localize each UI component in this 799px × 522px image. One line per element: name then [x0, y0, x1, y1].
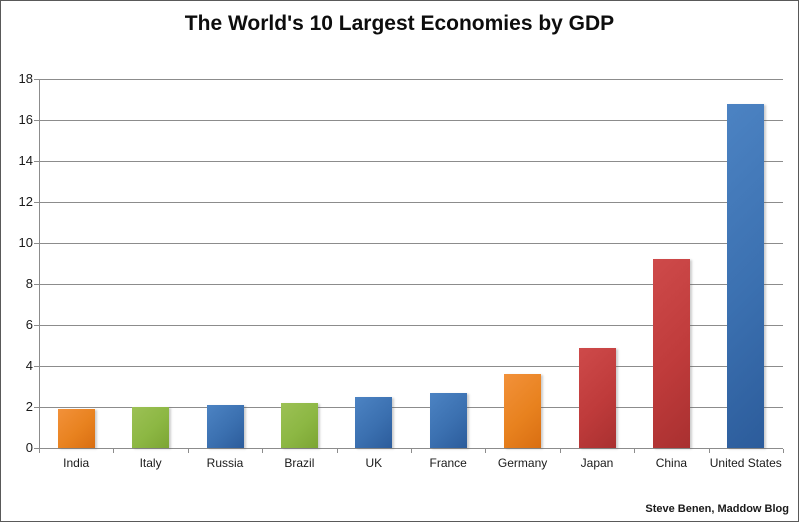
bar-united-states [727, 103, 765, 448]
y-axis-label-16: 16 [18, 112, 33, 127]
x-axis-tick-9 [708, 449, 710, 453]
x-axis-tick-6 [485, 449, 487, 453]
y-axis-tick-6 [34, 325, 39, 326]
x-axis-label-germany: Germany [497, 456, 548, 470]
gridline-y-12 [39, 202, 783, 203]
x-axis-tick-0 [39, 449, 40, 453]
attribution-credit: Steve Benen, Maddow Blog [645, 503, 789, 515]
y-axis-tick-8 [34, 284, 39, 285]
y-axis-label-0: 0 [25, 440, 33, 455]
gridline-y-10 [39, 243, 783, 244]
y-axis-label-4: 4 [25, 358, 33, 373]
y-axis-tick-4 [34, 366, 39, 367]
bar-brazil [280, 402, 318, 448]
x-axis-label-uk: UK [365, 456, 383, 470]
x-axis-tick-2 [187, 449, 189, 453]
x-axis-label-italy: Italy [139, 456, 162, 470]
y-axis-tick-16 [34, 120, 39, 121]
bar-france [429, 392, 467, 448]
x-axis-label-india: India [63, 456, 90, 470]
x-axis-tick-1 [113, 449, 115, 453]
gridline-y-8 [39, 284, 783, 285]
bar-uk [355, 396, 393, 448]
gridline-y-2 [39, 407, 783, 408]
x-axis-tick-5 [411, 449, 412, 453]
gridline-y-18 [39, 79, 783, 80]
chart-title: The World's 10 Largest Economies by GDP [184, 12, 615, 35]
x-axis-line [39, 448, 783, 449]
x-axis-label-japan: Japan [580, 456, 614, 470]
x-axis-tick-8 [634, 449, 636, 453]
x-axis-label-france: France [429, 456, 467, 470]
x-axis-tick-3 [262, 449, 264, 453]
y-axis-label-14: 14 [18, 153, 33, 168]
y-axis-label-12: 12 [18, 194, 33, 209]
y-axis-tick-18 [34, 79, 39, 80]
y-axis-label-2: 2 [25, 399, 33, 414]
y-axis-label-18: 18 [18, 71, 33, 86]
bar-italy [132, 407, 170, 448]
x-axis-tick-7 [559, 449, 561, 453]
y-axis-tick-12 [34, 202, 39, 203]
y-axis-tick-2 [34, 407, 39, 408]
y-axis-label-8: 8 [25, 276, 33, 291]
x-axis-label-brazil: Brazil [284, 456, 315, 470]
gridline-y-4 [39, 366, 783, 367]
x-axis-tick-4 [336, 449, 338, 453]
bar-germany [504, 374, 542, 448]
y-axis-label-6: 6 [25, 317, 33, 332]
bar-china [652, 259, 690, 448]
x-axis-label-china: China [655, 456, 688, 470]
bar-japan [578, 347, 616, 448]
y-axis-line [39, 79, 40, 448]
x-axis-label-united-states: United States [709, 456, 782, 470]
y-axis-label-10: 10 [18, 235, 33, 250]
gridline-y-6 [39, 325, 783, 326]
bar-russia [206, 404, 244, 448]
bar-india [57, 409, 95, 448]
gridline-y-14 [39, 161, 783, 162]
x-axis-tick-10 [783, 449, 784, 453]
y-axis-tick-14 [34, 161, 39, 162]
y-axis-tick-0 [34, 448, 39, 449]
x-axis-label-russia: Russia [206, 456, 244, 470]
y-axis-tick-10 [34, 243, 39, 244]
gridline-y-16 [39, 120, 783, 121]
